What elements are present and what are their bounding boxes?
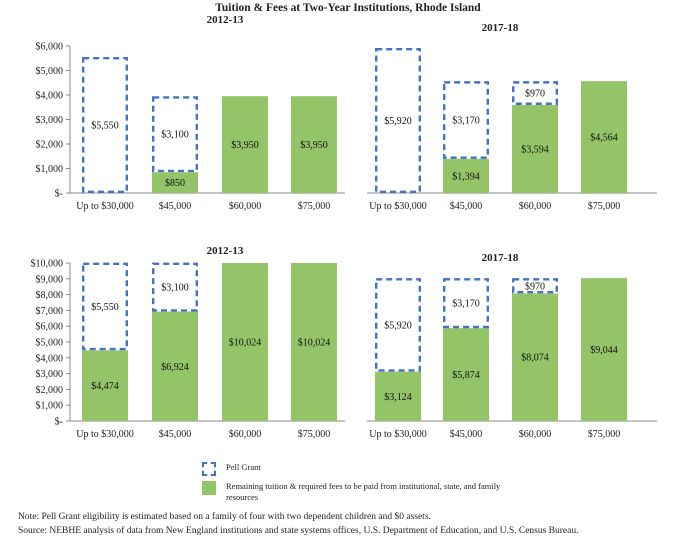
bar-remaining: [375, 371, 421, 421]
bar-pell-grant: [151, 96, 198, 173]
bar-pell-grant: [375, 278, 422, 372]
chart-title: 2017-18: [482, 22, 519, 34]
legend-swatch-remaining: [202, 481, 216, 495]
x-tick-label: $45,000: [159, 201, 192, 212]
bar-label-pell: $3,100: [161, 130, 189, 141]
legend-label-remaining: Remaining tuition & required fees to be …: [226, 481, 501, 502]
y-tick-label: $1,000: [36, 401, 64, 412]
x-tick-label: $60,000: [519, 429, 552, 440]
bar-pell-grant: [443, 278, 490, 329]
bar-remaining: [291, 96, 337, 193]
x-tick-label: Up to $30,000: [369, 201, 427, 212]
y-tick-label: $-: [55, 417, 63, 428]
x-tick-label: Up to $30,000: [76, 429, 134, 440]
bar-remaining: [512, 293, 558, 421]
y-tick-label: $1,000: [36, 164, 64, 175]
bar-remaining: [152, 172, 198, 193]
y-tick-label: $10,000: [31, 259, 64, 270]
bar-label-pell: $970: [525, 89, 545, 100]
x-tick-label: $60,000: [229, 429, 262, 440]
x-tick-label: $75,000: [588, 201, 621, 212]
x-tick-label: $60,000: [229, 201, 262, 212]
y-tick-label: $6,000: [36, 42, 64, 53]
bar-label-remaining: $9,044: [590, 345, 618, 356]
x-tick-label: $75,000: [298, 429, 331, 440]
bar-label-pell: $970: [525, 281, 545, 292]
y-tick-label: $5,000: [36, 66, 64, 77]
y-tick-label: $2,000: [36, 385, 64, 396]
legend-swatch-pell: [202, 462, 216, 476]
chart-title: 2012-13: [207, 245, 244, 257]
x-tick-label: $75,000: [298, 201, 331, 212]
legend-label-pell: Pell Grant: [226, 462, 261, 472]
bar-label-remaining: $6,924: [161, 362, 189, 373]
bar-label-remaining: $3,124: [384, 392, 412, 403]
bar-label-remaining: $4,474: [91, 381, 119, 392]
bar-remaining: [222, 263, 268, 421]
x-tick-label: $75,000: [588, 429, 621, 440]
bar-remaining: [443, 158, 489, 193]
bar-pell-grant: [81, 262, 128, 351]
bar-pell-grant: [81, 57, 128, 193]
bar-pell-grant: [512, 278, 559, 294]
bar-label-remaining: $3,594: [521, 144, 549, 155]
y-tick-label: $-: [55, 189, 63, 200]
bar-label-remaining: $1,394: [452, 171, 480, 182]
bar-pell-grant: [512, 81, 559, 105]
y-tick-label: $7,000: [36, 306, 64, 317]
bar-label-remaining: $5,874: [452, 370, 480, 381]
bar-label-remaining: $10,024: [298, 338, 331, 349]
y-tick-label: $8,000: [36, 290, 64, 301]
bar-pell-grant: [443, 81, 490, 159]
bar-remaining: [222, 96, 268, 193]
bar-label-pell: $3,100: [161, 283, 189, 294]
x-tick-label: $60,000: [519, 201, 552, 212]
notes: Note: Pell Grant eligibility is estimate…: [18, 510, 579, 538]
source-text: Source: NEBHE analysis of data from New …: [18, 526, 579, 536]
bar-label-remaining: $10,024: [229, 338, 262, 349]
y-tick-label: $3,000: [36, 369, 64, 380]
x-tick-label: Up to $30,000: [369, 429, 427, 440]
bar-label-pell: $3,170: [452, 116, 480, 127]
x-tick-label: $45,000: [450, 429, 483, 440]
bar-label-remaining: $8,074: [521, 353, 549, 364]
note-text: Note: Pell Grant eligibility is estimate…: [18, 512, 431, 522]
y-tick-label: $5,000: [36, 338, 64, 349]
legend-item-pell: Pell Grant: [202, 462, 526, 476]
y-tick-label: $4,000: [36, 353, 64, 364]
bar-remaining: [82, 350, 128, 421]
y-tick-label: $6,000: [36, 322, 64, 333]
legend-item-remaining: Remaining tuition & required fees to be …: [202, 481, 526, 503]
bar-label-remaining: $3,950: [300, 140, 328, 151]
bar-pell-grant: [375, 47, 422, 193]
bar-remaining: [512, 104, 558, 193]
bar-remaining: [581, 81, 627, 193]
bar-pell-grant: [151, 262, 198, 312]
bar-label-remaining: $4,564: [590, 133, 618, 144]
y-tick-label: $9,000: [36, 274, 64, 285]
y-tick-label: $3,000: [36, 115, 64, 126]
y-tick-label: $2,000: [36, 140, 64, 151]
x-tick-label: Up to $30,000: [76, 201, 134, 212]
chart-title: 2017-18: [482, 252, 519, 264]
bar-label-pell: $5,920: [384, 320, 412, 331]
x-tick-label: $45,000: [450, 201, 483, 212]
x-tick-label: $45,000: [159, 429, 192, 440]
y-tick-label: $4,000: [36, 91, 64, 102]
bar-remaining: [291, 263, 337, 421]
bar-label-remaining: $850: [165, 178, 185, 189]
bar-label-remaining: $3,950: [231, 140, 259, 151]
bar-label-pell: $5,550: [91, 302, 119, 313]
chart-title: 2012-13: [207, 14, 244, 26]
page-title: Tuition & Fees at Two-Year Institutions,…: [215, 2, 481, 14]
bar-remaining: [581, 278, 627, 421]
bar-remaining: [152, 311, 198, 421]
bar-label-pell: $3,170: [452, 299, 480, 310]
bar-remaining: [443, 328, 489, 421]
bar-label-pell: $5,550: [91, 121, 119, 132]
bar-label-pell: $5,920: [384, 116, 412, 127]
